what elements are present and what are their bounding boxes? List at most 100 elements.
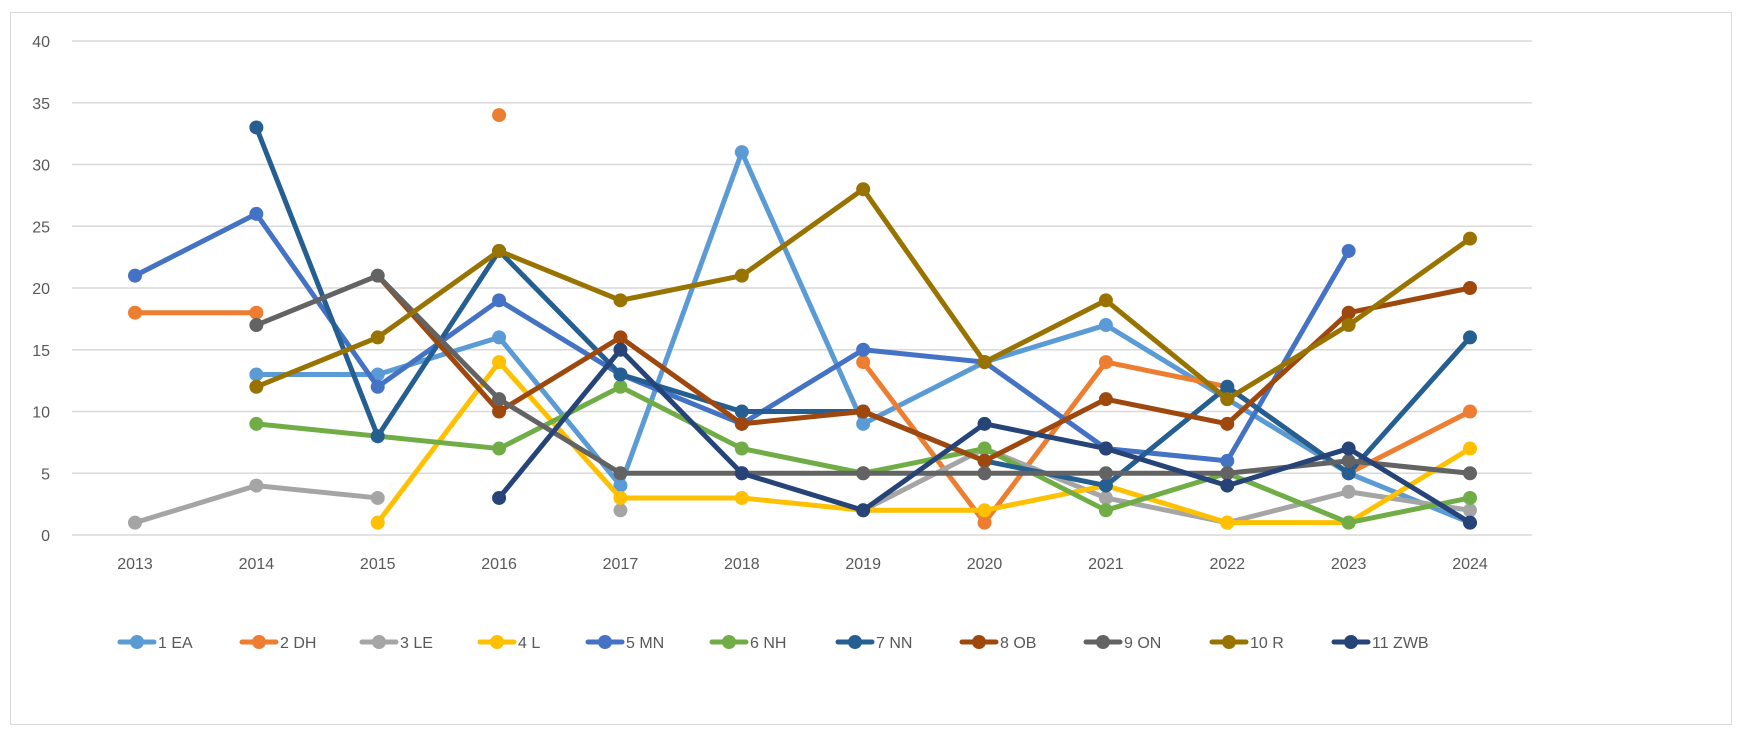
data-point: [1220, 392, 1235, 407]
x-tick-label: 2020: [967, 556, 1003, 573]
data-point: [977, 453, 992, 468]
data-point: [249, 416, 264, 431]
y-tick-label: 0: [41, 528, 50, 545]
legend-label: 10 R: [1250, 635, 1284, 652]
data-point: [1463, 503, 1477, 518]
legend-item: 6 NH: [709, 635, 786, 652]
data-point: [1098, 478, 1113, 493]
series-line: [860, 446, 1473, 526]
legend-item: 3 LE: [359, 635, 433, 652]
data-point: [492, 490, 507, 505]
data-point: [734, 441, 749, 456]
data-point: [613, 342, 628, 357]
data-point: [1098, 441, 1113, 456]
data-point: [734, 268, 749, 283]
data-point: [1098, 466, 1113, 481]
legend-label: 5 MN: [626, 635, 664, 652]
data-point: [128, 515, 142, 530]
series-line: [375, 359, 1473, 526]
data-point: [492, 243, 507, 258]
data-point: [1098, 503, 1113, 518]
data-point: [1341, 243, 1356, 258]
legend-label: 3 LE: [400, 635, 433, 652]
data-point: [1098, 318, 1113, 333]
data-point: [1098, 490, 1113, 505]
legend-item: 9 ON: [1083, 635, 1161, 652]
data-point: [1341, 466, 1356, 481]
data-point: [613, 478, 628, 493]
data-point: [1341, 484, 1356, 499]
x-tick-label: 2014: [239, 556, 275, 573]
y-tick-label: 5: [41, 466, 50, 483]
y-axis-ticks: 0 5 10 15 20 25 30 35 40: [32, 34, 50, 545]
data-point: [613, 293, 628, 308]
gridlines: [72, 40, 1532, 536]
x-tick-label: 2016: [481, 556, 517, 573]
data-point: [977, 515, 992, 530]
data-point: [1220, 453, 1235, 468]
x-tick-label: 2017: [603, 556, 639, 573]
legend-swatch-marker: [252, 635, 266, 649]
series-8-ob: [375, 273, 1477, 468]
data-point: [492, 355, 507, 370]
legend-item: 4 L: [477, 635, 540, 652]
legend: 1 EA 2 DH 3 LE 4 L 5 MN 6 NH 7 NN 8 OB 9 ON 10 R 1…: [117, 635, 1429, 652]
data-point: [492, 441, 507, 456]
data-point: [370, 515, 385, 530]
data-point: [977, 503, 992, 518]
legend-swatch-marker: [972, 635, 986, 649]
series-line: [253, 124, 1473, 489]
data-point: [492, 404, 507, 419]
data-point: [492, 108, 507, 123]
data-point: [856, 404, 871, 419]
x-tick-label: 2021: [1088, 556, 1124, 573]
legend-label: 11 ZWB: [1372, 635, 1429, 652]
data-point: [1463, 515, 1477, 530]
data-point: [249, 318, 264, 333]
data-point: [370, 490, 385, 505]
legend-label: 2 DH: [280, 635, 316, 652]
legend-label: 7 NN: [876, 635, 912, 652]
data-point: [1341, 305, 1356, 320]
data-point: [492, 293, 507, 308]
data-point: [249, 206, 264, 221]
y-tick-label: 20: [32, 281, 50, 298]
data-point: [977, 355, 992, 370]
data-point: [1463, 490, 1477, 505]
y-tick-label: 10: [32, 405, 50, 422]
data-point: [370, 330, 385, 345]
data-point: [1098, 355, 1113, 370]
legend-item: 2 DH: [239, 635, 316, 652]
x-tick-label: 2018: [724, 556, 760, 573]
data-point: [492, 330, 507, 345]
legend-item: 7 NN: [835, 635, 912, 652]
data-point: [613, 367, 628, 382]
x-tick-label: 2015: [360, 556, 396, 573]
legend-label: 8 OB: [1000, 635, 1036, 652]
legend-label: 6 NH: [750, 635, 786, 652]
data-point: [249, 379, 264, 394]
data-point: [1463, 466, 1477, 481]
y-tick-label: 25: [32, 219, 50, 236]
legend-swatch-marker: [722, 635, 736, 649]
data-point: [1098, 392, 1113, 407]
data-point: [734, 490, 749, 505]
legend-swatch-marker: [598, 635, 612, 649]
x-tick-label: 2013: [117, 556, 153, 573]
data-point: [856, 182, 871, 197]
x-tick-label: 2024: [1452, 556, 1488, 573]
data-point: [370, 268, 385, 283]
data-point: [613, 379, 628, 394]
legend-item: 1 EA: [117, 635, 193, 652]
x-tick-label: 2022: [1209, 556, 1245, 573]
data-point: [1220, 379, 1235, 394]
data-point: [977, 466, 992, 481]
data-point: [856, 342, 871, 357]
legend-item: 5 MN: [585, 635, 664, 652]
x-tick-label: 2023: [1331, 556, 1367, 573]
data-point: [977, 441, 992, 456]
legend-swatch-marker: [1222, 635, 1236, 649]
data-point: [613, 490, 628, 505]
y-tick-label: 15: [32, 343, 50, 360]
